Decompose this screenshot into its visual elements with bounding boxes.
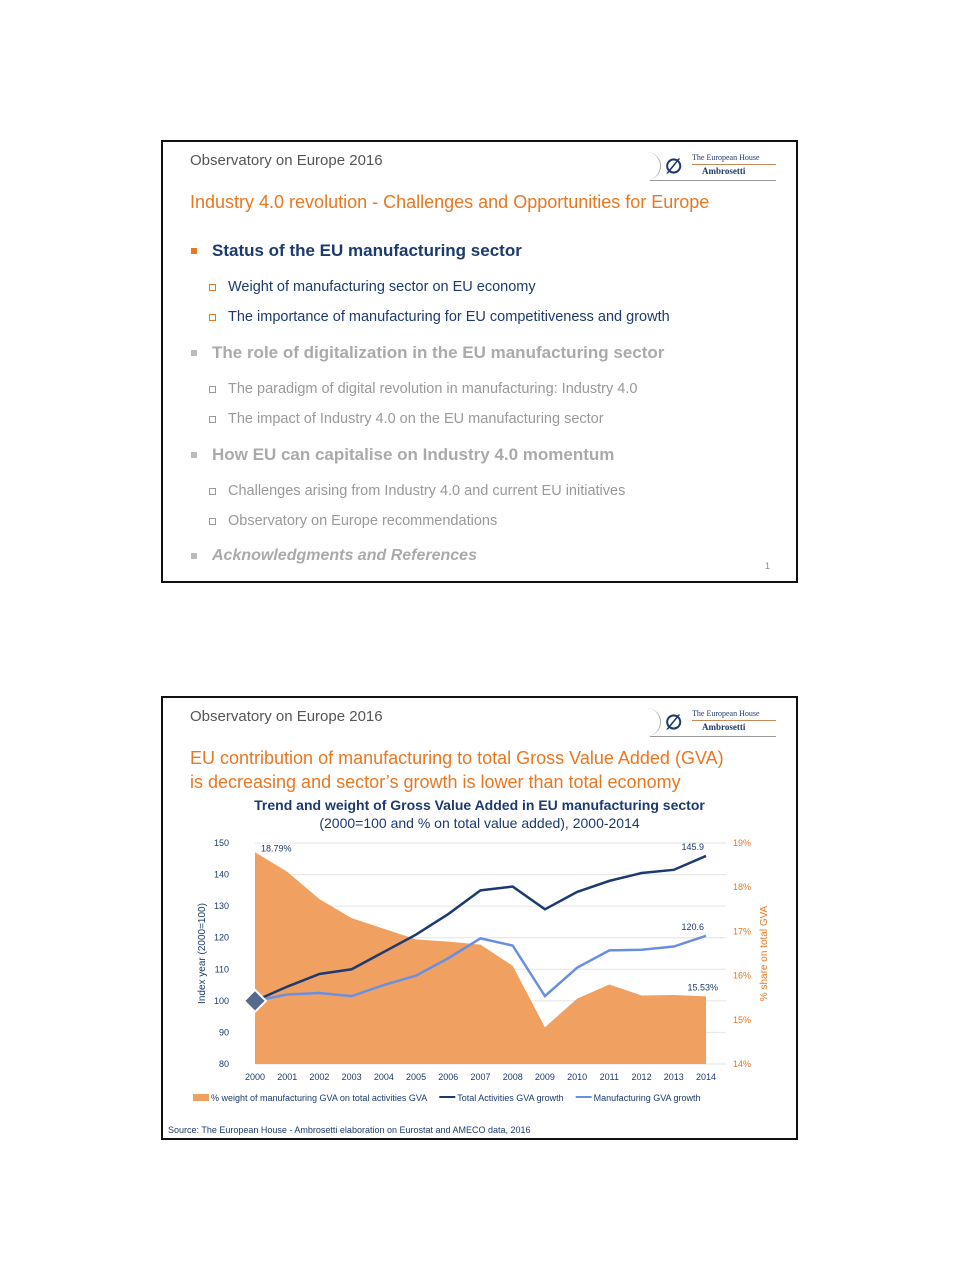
ambrosetti-logo: ∅ The European House Ambrosetti (640, 708, 780, 742)
data-label: 120.6 (681, 922, 704, 932)
y-right-tick-label: 17% (733, 926, 751, 936)
data-label: 18.79% (261, 843, 292, 853)
slide-1: Observatory on Europe 2016 ∅ The Europea… (161, 140, 798, 583)
series-line-2 (254, 934, 707, 1003)
agenda-section-3: How EU can capitalise on Industry 4.0 mo… (191, 445, 614, 465)
agenda-section-2: The role of digitalization in the EU man… (191, 343, 664, 363)
x-tick-label: 2009 (535, 1072, 555, 1082)
ambrosetti-logo: ∅ The European House Ambrosetti (640, 152, 780, 186)
x-tick-label: 2005 (406, 1072, 426, 1082)
x-tick-label: 2004 (374, 1072, 394, 1082)
source-note: Source: The European House - Ambrosetti … (168, 1125, 531, 1135)
chart-title: Trend and weight of Gross Value Added in… (254, 797, 705, 813)
agenda-item: The importance of manufacturing for EU c… (209, 309, 670, 325)
x-tick-label: 2013 (664, 1072, 684, 1082)
x-tick-label: 2006 (438, 1072, 458, 1082)
legend-label: Manufacturing GVA growth (594, 1093, 701, 1103)
y-tick-label: 80 (219, 1059, 229, 1069)
base-diamond-marker (242, 988, 268, 1014)
x-tick-label: 2011 (600, 1072, 619, 1082)
y-tick-label: 150 (214, 838, 229, 848)
y-right-tick-label: 19% (733, 838, 751, 848)
agenda-item: Weight of manufacturing sector on EU eco… (209, 279, 536, 295)
x-tick-label: 2001 (277, 1072, 297, 1082)
y-right-axis-label: % share on total GVA (759, 905, 770, 1001)
y-tick-label: 120 (214, 933, 229, 943)
agenda-item: The impact of Industry 4.0 on the EU man… (209, 411, 604, 427)
agenda-item: Challenges arising from Industry 4.0 and… (209, 483, 625, 499)
x-tick-label: 2012 (632, 1072, 652, 1082)
y-tick-label: 130 (214, 901, 229, 911)
agenda-section-1: Status of the EU manufacturing sector (191, 241, 522, 261)
agenda-item: Observatory on Europe recommendations (209, 513, 497, 529)
share-area (255, 852, 706, 1064)
series-line-1 (254, 854, 707, 1003)
legend-swatch-area (193, 1094, 209, 1101)
x-tick-label: 2014 (696, 1072, 716, 1082)
y-tick-label: 140 (214, 870, 229, 880)
y-tick-label: 100 (214, 996, 229, 1006)
x-tick-label: 2000 (245, 1072, 265, 1082)
y-tick-label: 90 (219, 1027, 229, 1037)
x-tick-label: 2002 (309, 1072, 329, 1082)
chart: 80 90 100 110 120 130 140 150 14% 15% 16% 17% 18% 19%… (193, 838, 770, 1103)
page-number: 1 (764, 561, 770, 571)
slide-title-line-1: EU contribution of manufacturing to tota… (190, 748, 724, 768)
legend-label: % weight of manufacturing GVA on total a… (211, 1093, 427, 1103)
agenda-item: The paradigm of digital revolution in ma… (209, 381, 637, 397)
data-label: 15.53% (687, 982, 718, 992)
agenda-section-4: Acknowledgments and References (191, 547, 477, 565)
slide-2: Observatory on Europe 2016 ∅ The Europea… (161, 696, 798, 1140)
y-right-tick-label: 18% (733, 882, 751, 892)
y-right-tick-label: 16% (733, 971, 751, 981)
x-tick-label: 2008 (503, 1072, 523, 1082)
slide-title-line-2: is decreasing and sector’s growth is low… (190, 772, 681, 792)
y-axis-label: Index year (2000=100) (197, 903, 208, 1004)
y-right-tick-label: 15% (733, 1015, 751, 1025)
y-tick-label: 110 (215, 964, 229, 974)
legend-label: Total Activities GVA growth (457, 1093, 563, 1103)
x-tick-label: 2003 (342, 1072, 362, 1082)
y-right-tick-label: 14% (733, 1059, 751, 1069)
slide-title: Industry 4.0 revolution - Challenges and… (190, 192, 710, 212)
x-tick-label: 2010 (567, 1072, 587, 1082)
data-label: 145.9 (681, 842, 704, 852)
slide-header: Observatory on Europe 2016 (190, 152, 383, 169)
x-tick-label: 2007 (470, 1072, 490, 1082)
chart-subtitle: (2000=100 and % on total value added), 2… (319, 815, 640, 831)
slide-header: Observatory on Europe 2016 (190, 708, 383, 725)
